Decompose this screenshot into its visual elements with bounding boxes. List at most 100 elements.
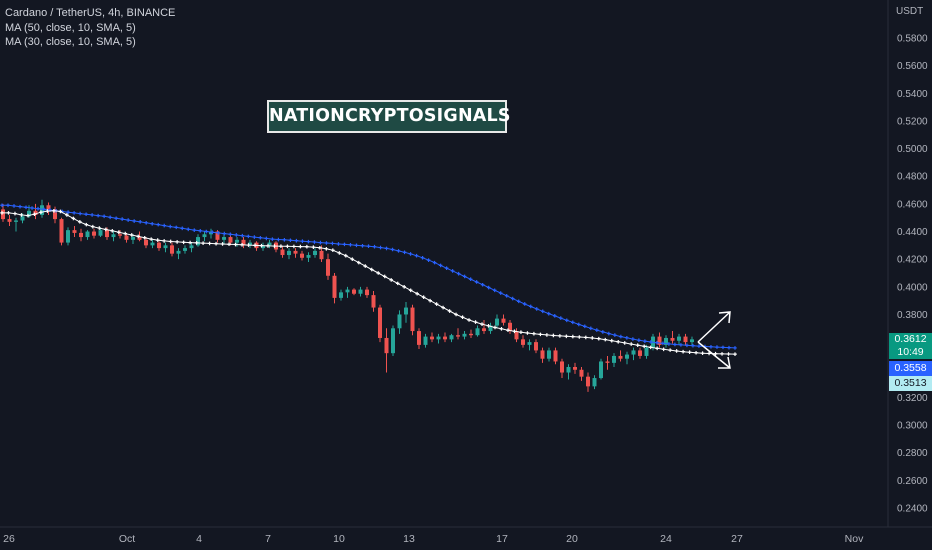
ma50-series-marker — [198, 229, 203, 233]
candle-body — [72, 230, 77, 233]
ma30-series-marker — [577, 335, 582, 339]
candle-body — [527, 342, 532, 345]
time-axis-label: 7 — [265, 533, 271, 545]
candle-body — [592, 378, 597, 387]
ma30-series-marker — [136, 234, 141, 239]
ma50-series-marker — [366, 244, 371, 248]
candle-body — [215, 231, 220, 240]
ma50-series-marker — [492, 288, 497, 293]
ma50-series-marker — [540, 309, 545, 314]
candle-body — [514, 331, 519, 340]
candle-body — [482, 328, 486, 332]
ma30-series-marker — [110, 229, 115, 233]
candle-body — [261, 245, 265, 249]
ma30-series-marker — [551, 333, 556, 338]
ma50-series-marker — [558, 316, 563, 320]
ma30-series-marker — [129, 233, 134, 237]
ma30-series-marker — [84, 222, 89, 227]
candle-body — [53, 209, 57, 220]
candle-body — [579, 369, 584, 377]
ma30-series-marker — [97, 226, 102, 230]
ma50-series-marker — [342, 242, 347, 247]
ma50-series-marker — [697, 344, 701, 348]
ma50-series-marker — [90, 213, 94, 217]
time-axis-label: 13 — [403, 533, 415, 545]
ma50-series-marker — [216, 231, 221, 235]
ma50-series-marker — [552, 314, 557, 318]
ma30-series-marker — [486, 324, 491, 328]
ma30-series-marker — [0, 211, 4, 215]
candle-body — [170, 245, 174, 254]
ma50-series-marker — [186, 227, 191, 232]
price-tick-label: 0.3200 — [897, 393, 928, 404]
candle-body — [560, 361, 564, 373]
ma30-series-marker — [545, 333, 549, 337]
ma30-series-marker — [532, 331, 536, 336]
candle-body — [14, 220, 18, 222]
ma50-series-marker — [420, 255, 425, 260]
ma50-series-marker — [228, 232, 233, 237]
candle-body — [228, 237, 233, 243]
candle-body — [105, 230, 109, 238]
ma50-series-marker — [601, 330, 605, 334]
ma30-series-marker — [214, 241, 218, 246]
candle-body — [300, 253, 304, 258]
ma50-series-marker — [607, 331, 611, 336]
legend-ma50[interactable]: MA (50, close, 10, SMA, 5) — [5, 21, 136, 34]
ma50-series-marker — [234, 233, 239, 237]
time-axis-label: 24 — [660, 533, 672, 545]
ma50-series-line — [2, 204, 736, 349]
ma50-series-marker — [631, 337, 635, 341]
candle-body — [293, 250, 298, 254]
ma30-series-marker — [467, 318, 471, 322]
candle-body — [605, 361, 610, 363]
ma50-series-marker — [354, 243, 359, 248]
ma50-series-marker — [156, 222, 161, 227]
ma50-series-marker — [306, 239, 311, 244]
ma30-series-marker — [58, 209, 63, 214]
ma50-series-marker — [114, 216, 118, 221]
ma30-value-tag: 0.3513 — [889, 376, 932, 391]
ma50-series-marker — [408, 252, 413, 256]
ma30-series-marker — [292, 244, 296, 249]
candle-body — [59, 219, 64, 243]
price-tick-label: 0.5000 — [897, 144, 928, 155]
ma50-series-marker — [510, 296, 515, 301]
ma50-series-marker — [264, 236, 269, 241]
ma50-series-marker — [727, 345, 731, 350]
time-axis-label: 26 — [3, 533, 15, 545]
candle-body — [449, 335, 454, 340]
ma30-series-marker — [460, 315, 465, 320]
candle-body — [287, 250, 291, 256]
arrow-down-drawing — [697, 341, 731, 369]
ma50-series-marker — [24, 205, 28, 210]
price-tick-label: 0.5600 — [897, 61, 928, 72]
candle-body — [618, 355, 623, 359]
ma30-series-marker — [318, 246, 322, 250]
ma30-series-marker — [227, 242, 231, 247]
candle-body — [332, 275, 337, 298]
ma30-series-marker — [648, 345, 653, 350]
ma30-series-marker — [506, 328, 510, 333]
legend-symbol[interactable]: Cardano / TetherUS, 4h, BINANCE — [5, 7, 176, 19]
ma50-series-marker — [396, 249, 401, 253]
ma50-series-marker — [96, 213, 100, 218]
ma30-series-marker — [311, 245, 316, 249]
time-axis-label: 4 — [196, 533, 202, 545]
candle-body — [430, 336, 434, 340]
ma30-series-marker — [700, 351, 705, 355]
candle-body — [410, 307, 415, 332]
legend-ma30[interactable]: MA (30, close, 10, SMA, 5) — [5, 36, 136, 48]
ma50-series-marker — [564, 318, 569, 323]
candle-body — [378, 307, 382, 338]
ma50-series-marker — [414, 253, 419, 258]
ma50-value-tag: 0.3558 — [889, 361, 932, 376]
price-tick-label: 0.4800 — [897, 172, 928, 183]
ma30-series-marker — [642, 344, 646, 349]
price-axis-unit: USDT — [896, 6, 924, 17]
candle-body — [144, 239, 148, 246]
ma30-series-marker — [298, 244, 303, 249]
candle-body — [677, 336, 681, 341]
candle-body — [7, 219, 12, 222]
